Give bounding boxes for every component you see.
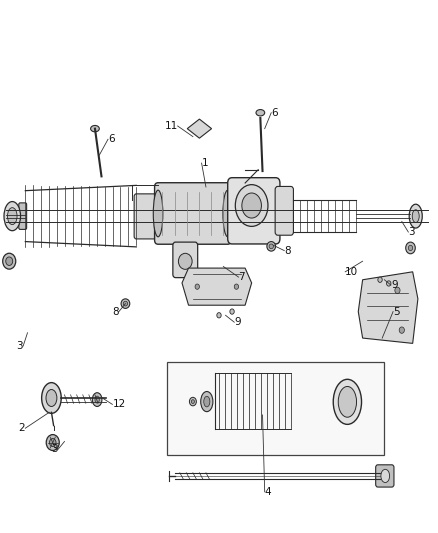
Ellipse shape: [338, 386, 357, 417]
Ellipse shape: [49, 439, 56, 447]
Text: 3: 3: [408, 227, 415, 237]
FancyBboxPatch shape: [173, 242, 198, 278]
Ellipse shape: [191, 400, 194, 403]
Ellipse shape: [3, 253, 16, 269]
Ellipse shape: [217, 313, 221, 318]
Ellipse shape: [223, 190, 233, 237]
Ellipse shape: [95, 396, 99, 403]
FancyBboxPatch shape: [228, 177, 280, 244]
Ellipse shape: [409, 204, 422, 228]
Ellipse shape: [153, 190, 163, 237]
Ellipse shape: [406, 242, 415, 254]
Ellipse shape: [242, 193, 261, 218]
Text: 12: 12: [113, 399, 126, 409]
Text: 4: 4: [265, 487, 271, 497]
Ellipse shape: [6, 257, 13, 265]
Ellipse shape: [7, 208, 17, 224]
Ellipse shape: [234, 284, 239, 289]
FancyBboxPatch shape: [134, 194, 156, 239]
Polygon shape: [187, 119, 212, 138]
Text: 8: 8: [112, 306, 119, 317]
Ellipse shape: [92, 393, 102, 407]
Text: 2: 2: [19, 423, 25, 433]
Text: 7: 7: [239, 272, 245, 282]
Ellipse shape: [235, 184, 268, 227]
Text: 5: 5: [393, 306, 400, 317]
Ellipse shape: [399, 327, 404, 333]
Ellipse shape: [42, 383, 61, 414]
Ellipse shape: [408, 245, 413, 251]
Ellipse shape: [195, 284, 199, 289]
Text: 9: 9: [391, 280, 398, 290]
Text: 10: 10: [345, 267, 358, 277]
Text: 3: 3: [17, 341, 23, 351]
Polygon shape: [358, 272, 418, 343]
Text: 6: 6: [271, 108, 278, 118]
Ellipse shape: [333, 379, 361, 424]
Ellipse shape: [121, 299, 130, 309]
Ellipse shape: [378, 277, 382, 282]
Ellipse shape: [269, 244, 273, 249]
Ellipse shape: [201, 392, 213, 411]
Ellipse shape: [46, 390, 57, 407]
Ellipse shape: [387, 281, 391, 286]
Text: 9: 9: [234, 317, 241, 327]
Ellipse shape: [395, 287, 400, 294]
Ellipse shape: [204, 396, 210, 407]
Text: 8: 8: [284, 246, 291, 256]
Text: 1: 1: [201, 158, 208, 168]
Ellipse shape: [256, 110, 265, 116]
Ellipse shape: [123, 301, 127, 306]
FancyBboxPatch shape: [19, 203, 27, 229]
Ellipse shape: [189, 397, 196, 406]
Text: 6: 6: [108, 134, 115, 144]
Ellipse shape: [178, 253, 192, 269]
Ellipse shape: [4, 201, 21, 231]
Text: 11: 11: [164, 121, 178, 131]
Polygon shape: [182, 268, 252, 305]
FancyBboxPatch shape: [376, 465, 394, 487]
Text: 3: 3: [51, 445, 58, 455]
Ellipse shape: [230, 309, 234, 314]
Ellipse shape: [46, 434, 59, 450]
Ellipse shape: [267, 241, 276, 251]
FancyBboxPatch shape: [155, 183, 231, 244]
FancyBboxPatch shape: [275, 187, 293, 235]
Ellipse shape: [91, 125, 99, 132]
Ellipse shape: [381, 470, 390, 482]
Bar: [167, 362, 385, 455]
Ellipse shape: [412, 210, 419, 222]
